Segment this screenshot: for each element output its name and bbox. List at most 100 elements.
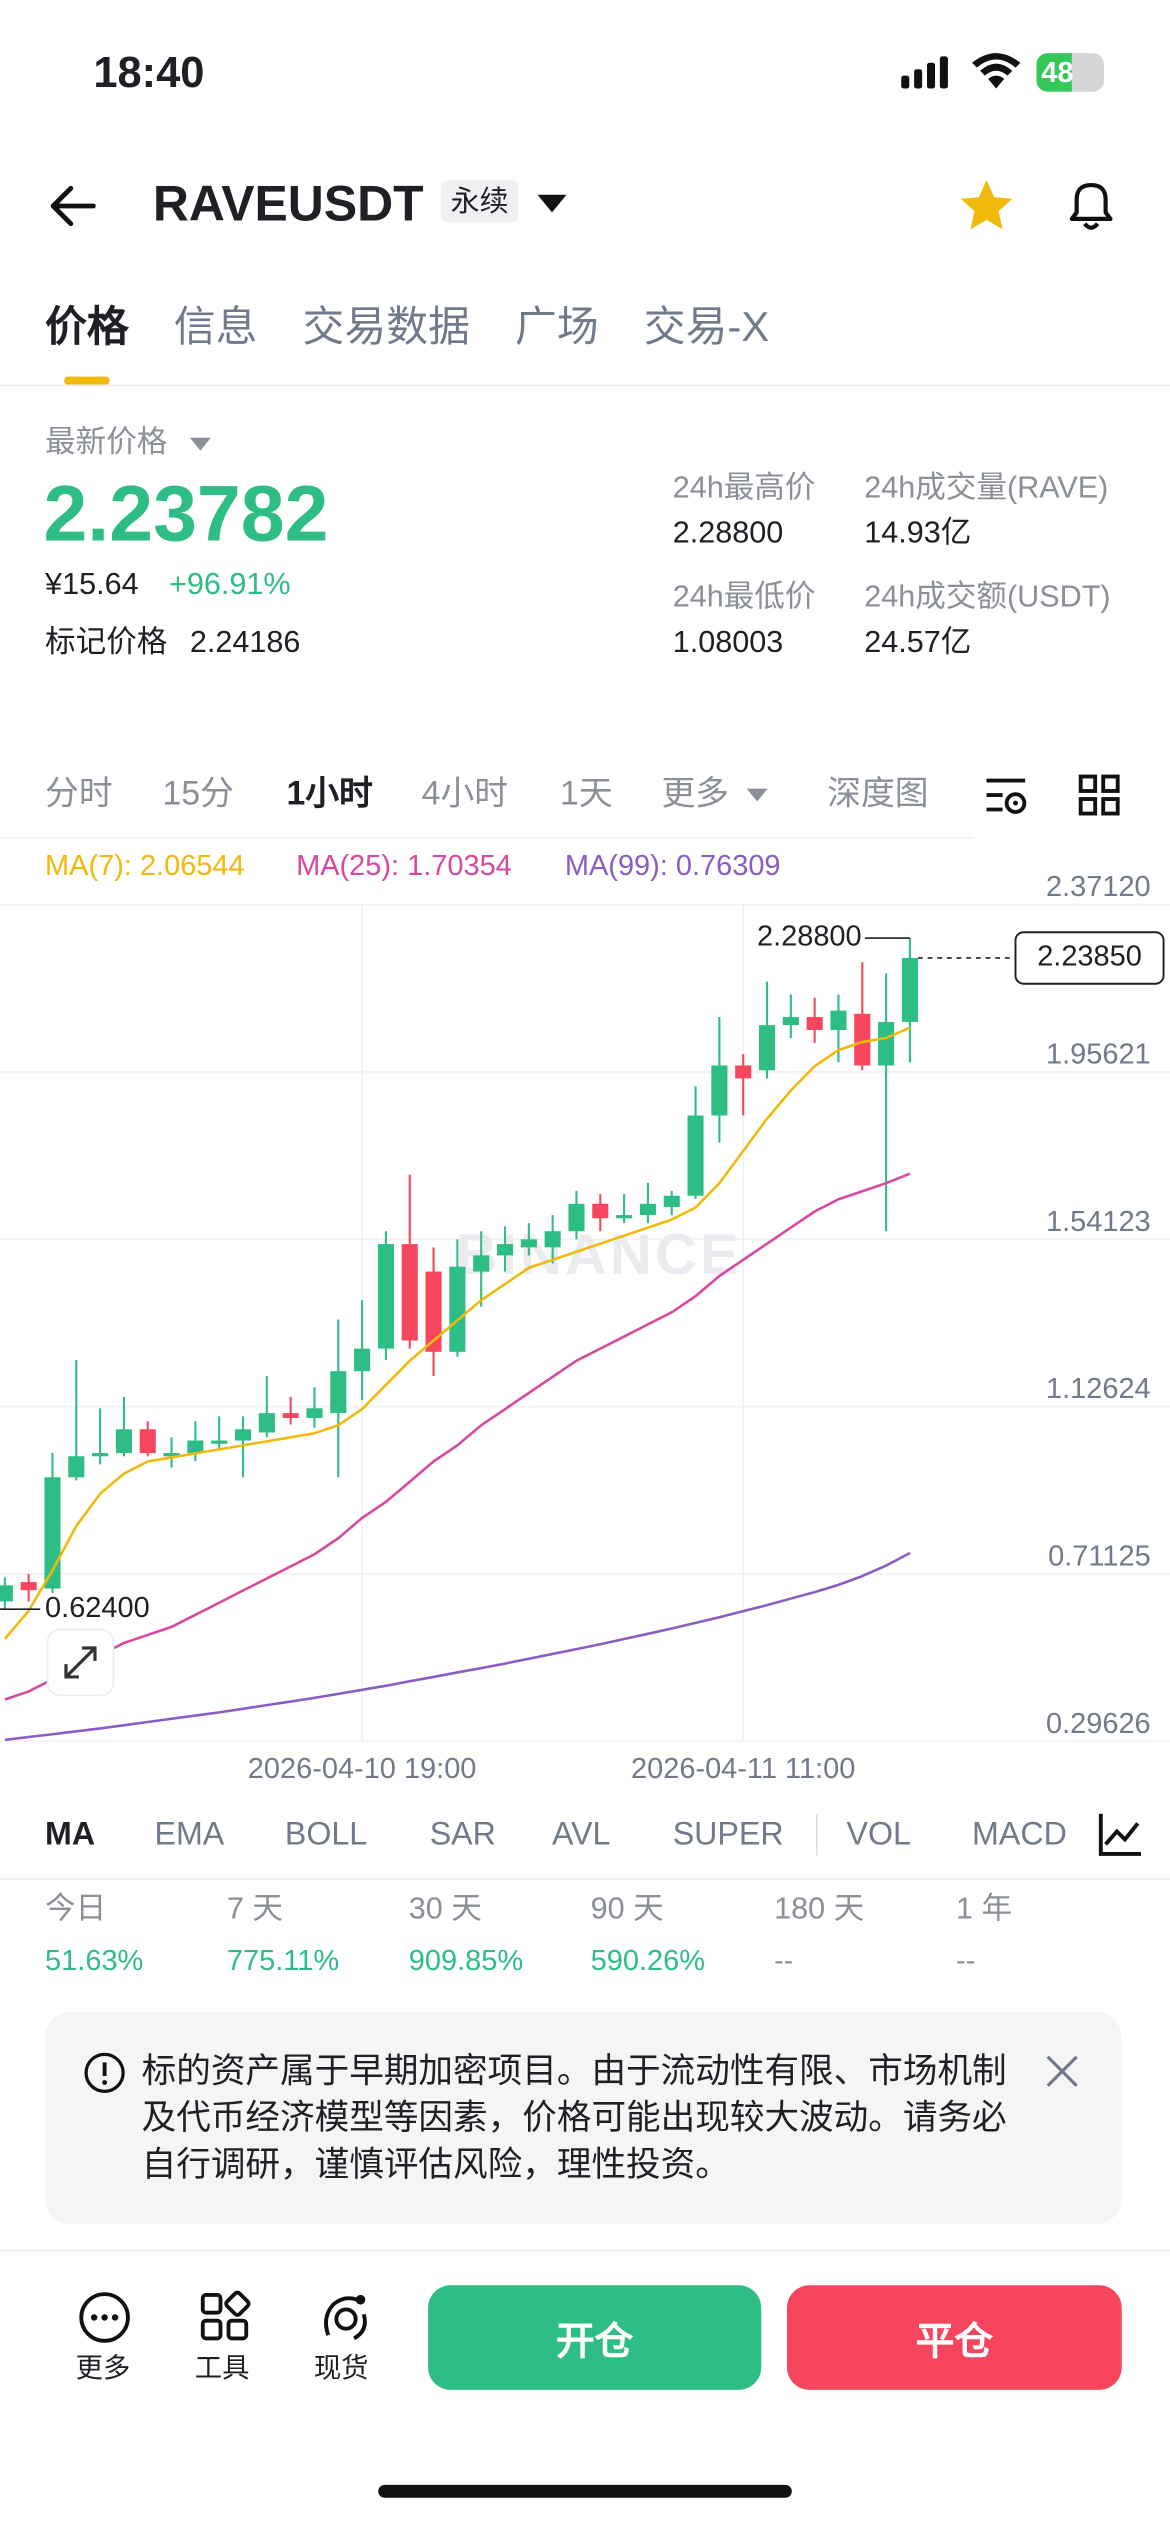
info-icon [84, 2052, 125, 2093]
open-position-button[interactable]: 开仓 [428, 2285, 762, 2390]
return-value: -- [774, 1944, 794, 1977]
close-notice[interactable] [1046, 2055, 1078, 2087]
x-tick-label: 2026-04-11 11:00 [631, 1753, 855, 1785]
y-tick-label: 1.12624 [1046, 1373, 1151, 1405]
return-value: -- [955, 1944, 976, 1977]
indicator-tab[interactable]: MACD [972, 1816, 1067, 1853]
interval-tab[interactable]: 深度图 [827, 775, 929, 813]
candle-body [735, 1065, 752, 1079]
return-value: 590.26% [590, 1944, 705, 1977]
interval-tab[interactable]: 1小时 [286, 775, 373, 813]
return-label: 今日 [45, 1892, 107, 1927]
last-price-box [1014, 931, 1165, 985]
more-icon[interactable] [79, 2292, 130, 2343]
tools-icon[interactable] [200, 2290, 251, 2343]
risk-notice: 标的资产属于早期加密项目。由于流动性有限、市场机制及代币经济模型等因素，价格可能… [45, 2011, 1122, 2225]
candle-body [878, 1021, 895, 1066]
indicator-tab[interactable]: EMA [154, 1816, 225, 1853]
candle-body [163, 1453, 180, 1457]
spot-icon[interactable] [319, 2292, 370, 2343]
signal-icon [901, 56, 948, 89]
min-label: 0.62400 [45, 1592, 150, 1624]
notice-text: 标的资产属于早期加密项目。由于流动性有限、市场机制及代币经济模型等因素，价格可能… [141, 2051, 1007, 2184]
candle-body [401, 1244, 418, 1341]
legend-entry: MA(25): 1.70354 [296, 850, 512, 882]
return-value: 51.63% [45, 1944, 144, 1977]
tool-label[interactable]: 现货 [313, 2352, 369, 2384]
symbol[interactable]: RAVEUSDT [152, 175, 424, 232]
candle-body [139, 1429, 156, 1454]
stat-label: 24h成交额(USDT) [864, 580, 1111, 615]
dropdown-caret[interactable] [189, 437, 211, 452]
interval-tab[interactable]: 分时 [45, 775, 113, 813]
tab[interactable]: 信息 [173, 302, 258, 351]
candle-body [616, 1215, 633, 1219]
cny-price: ¥15.64 [45, 568, 139, 602]
legend-entry: MA(7): 2.06544 [45, 850, 245, 882]
candle-body [425, 1271, 442, 1352]
indicator-tab[interactable]: BOLL [284, 1816, 368, 1853]
battery: 48 [1036, 53, 1105, 92]
tab[interactable]: 交易数据 [302, 302, 470, 351]
layout-icon[interactable] [1078, 774, 1120, 816]
tab[interactable]: 广场 [514, 302, 599, 351]
separator [815, 1813, 818, 1856]
close-position-button[interactable]: 平仓 [786, 2285, 1122, 2390]
interval-tab[interactable]: 更多 [661, 775, 730, 813]
candle-body [544, 1231, 561, 1248]
candle-body [687, 1115, 704, 1196]
mark-price-label: 标记价格 [45, 626, 168, 660]
return-label: 1 年 [955, 1892, 1013, 1927]
return-label: 7 天 [226, 1892, 284, 1927]
tool-label[interactable]: 更多 [75, 2352, 131, 2384]
indicator-tab[interactable]: VOL [846, 1816, 911, 1853]
y-tick-label: 1.54123 [1046, 1206, 1151, 1238]
indicator-tab[interactable]: SUPER [672, 1816, 784, 1853]
return-value: 775.11% [226, 1944, 340, 1977]
expand-button[interactable] [46, 1628, 115, 1697]
y-tick-label: 1.95621 [1046, 1038, 1151, 1070]
candle-body [282, 1413, 299, 1418]
y-tick-label: 0.29626 [1046, 1708, 1151, 1740]
interval-tab[interactable]: 1天 [560, 775, 613, 813]
candle-body [187, 1440, 204, 1454]
return-label: 30 天 [408, 1892, 482, 1927]
symbol-dropdown[interactable] [537, 194, 567, 214]
alert-bell[interactable] [1065, 177, 1116, 235]
candle-body [330, 1371, 347, 1414]
candle-body [0, 1585, 13, 1602]
tab[interactable]: 价格 [45, 302, 129, 351]
divider [0, 836, 974, 839]
divider [0, 1878, 1170, 1880]
divider [0, 384, 1170, 387]
ma-line [4, 1172, 911, 1701]
candle-body [592, 1203, 609, 1219]
stat-value: 14.93亿 [864, 516, 972, 551]
legend-entry: MA(99): 0.76309 [565, 850, 781, 882]
indicator-tab[interactable]: MA [45, 1816, 96, 1853]
indicator-settings-icon[interactable] [1098, 1812, 1143, 1857]
candle-body [496, 1244, 514, 1256]
interval-tab[interactable]: 4小时 [421, 775, 509, 813]
last-price: 2.23782 [43, 471, 329, 559]
stat-label: 24h成交量(RAVE) [864, 471, 1109, 506]
home-indicator [378, 2484, 792, 2498]
chart-settings-icon[interactable] [983, 774, 1028, 819]
back-button[interactable] [48, 183, 99, 228]
max-label: 2.28800 [757, 921, 862, 953]
candlestick-chart: 2.37120 1.95621 1.54123 1.12624 0.71125 0.296… [0, 850, 1170, 1785]
tab[interactable]: 交易-X [643, 302, 770, 351]
tool-label[interactable]: 工具 [194, 2352, 250, 2384]
candle-body [92, 1453, 109, 1457]
interval-tab[interactable]: 15分 [162, 775, 234, 813]
indicator-tab[interactable]: AVL [552, 1816, 611, 1853]
y-tick-label: 2.37120 [1046, 871, 1151, 903]
indicator-tab[interactable]: SAR [429, 1816, 496, 1853]
candle-body [258, 1413, 275, 1433]
stat-value: 24.57亿 [864, 626, 972, 660]
candle-body [901, 957, 918, 1022]
favorite-star[interactable] [959, 179, 1014, 234]
candle-body [234, 1429, 252, 1441]
candle-body [568, 1203, 585, 1232]
dropdown-caret[interactable] [746, 788, 768, 803]
